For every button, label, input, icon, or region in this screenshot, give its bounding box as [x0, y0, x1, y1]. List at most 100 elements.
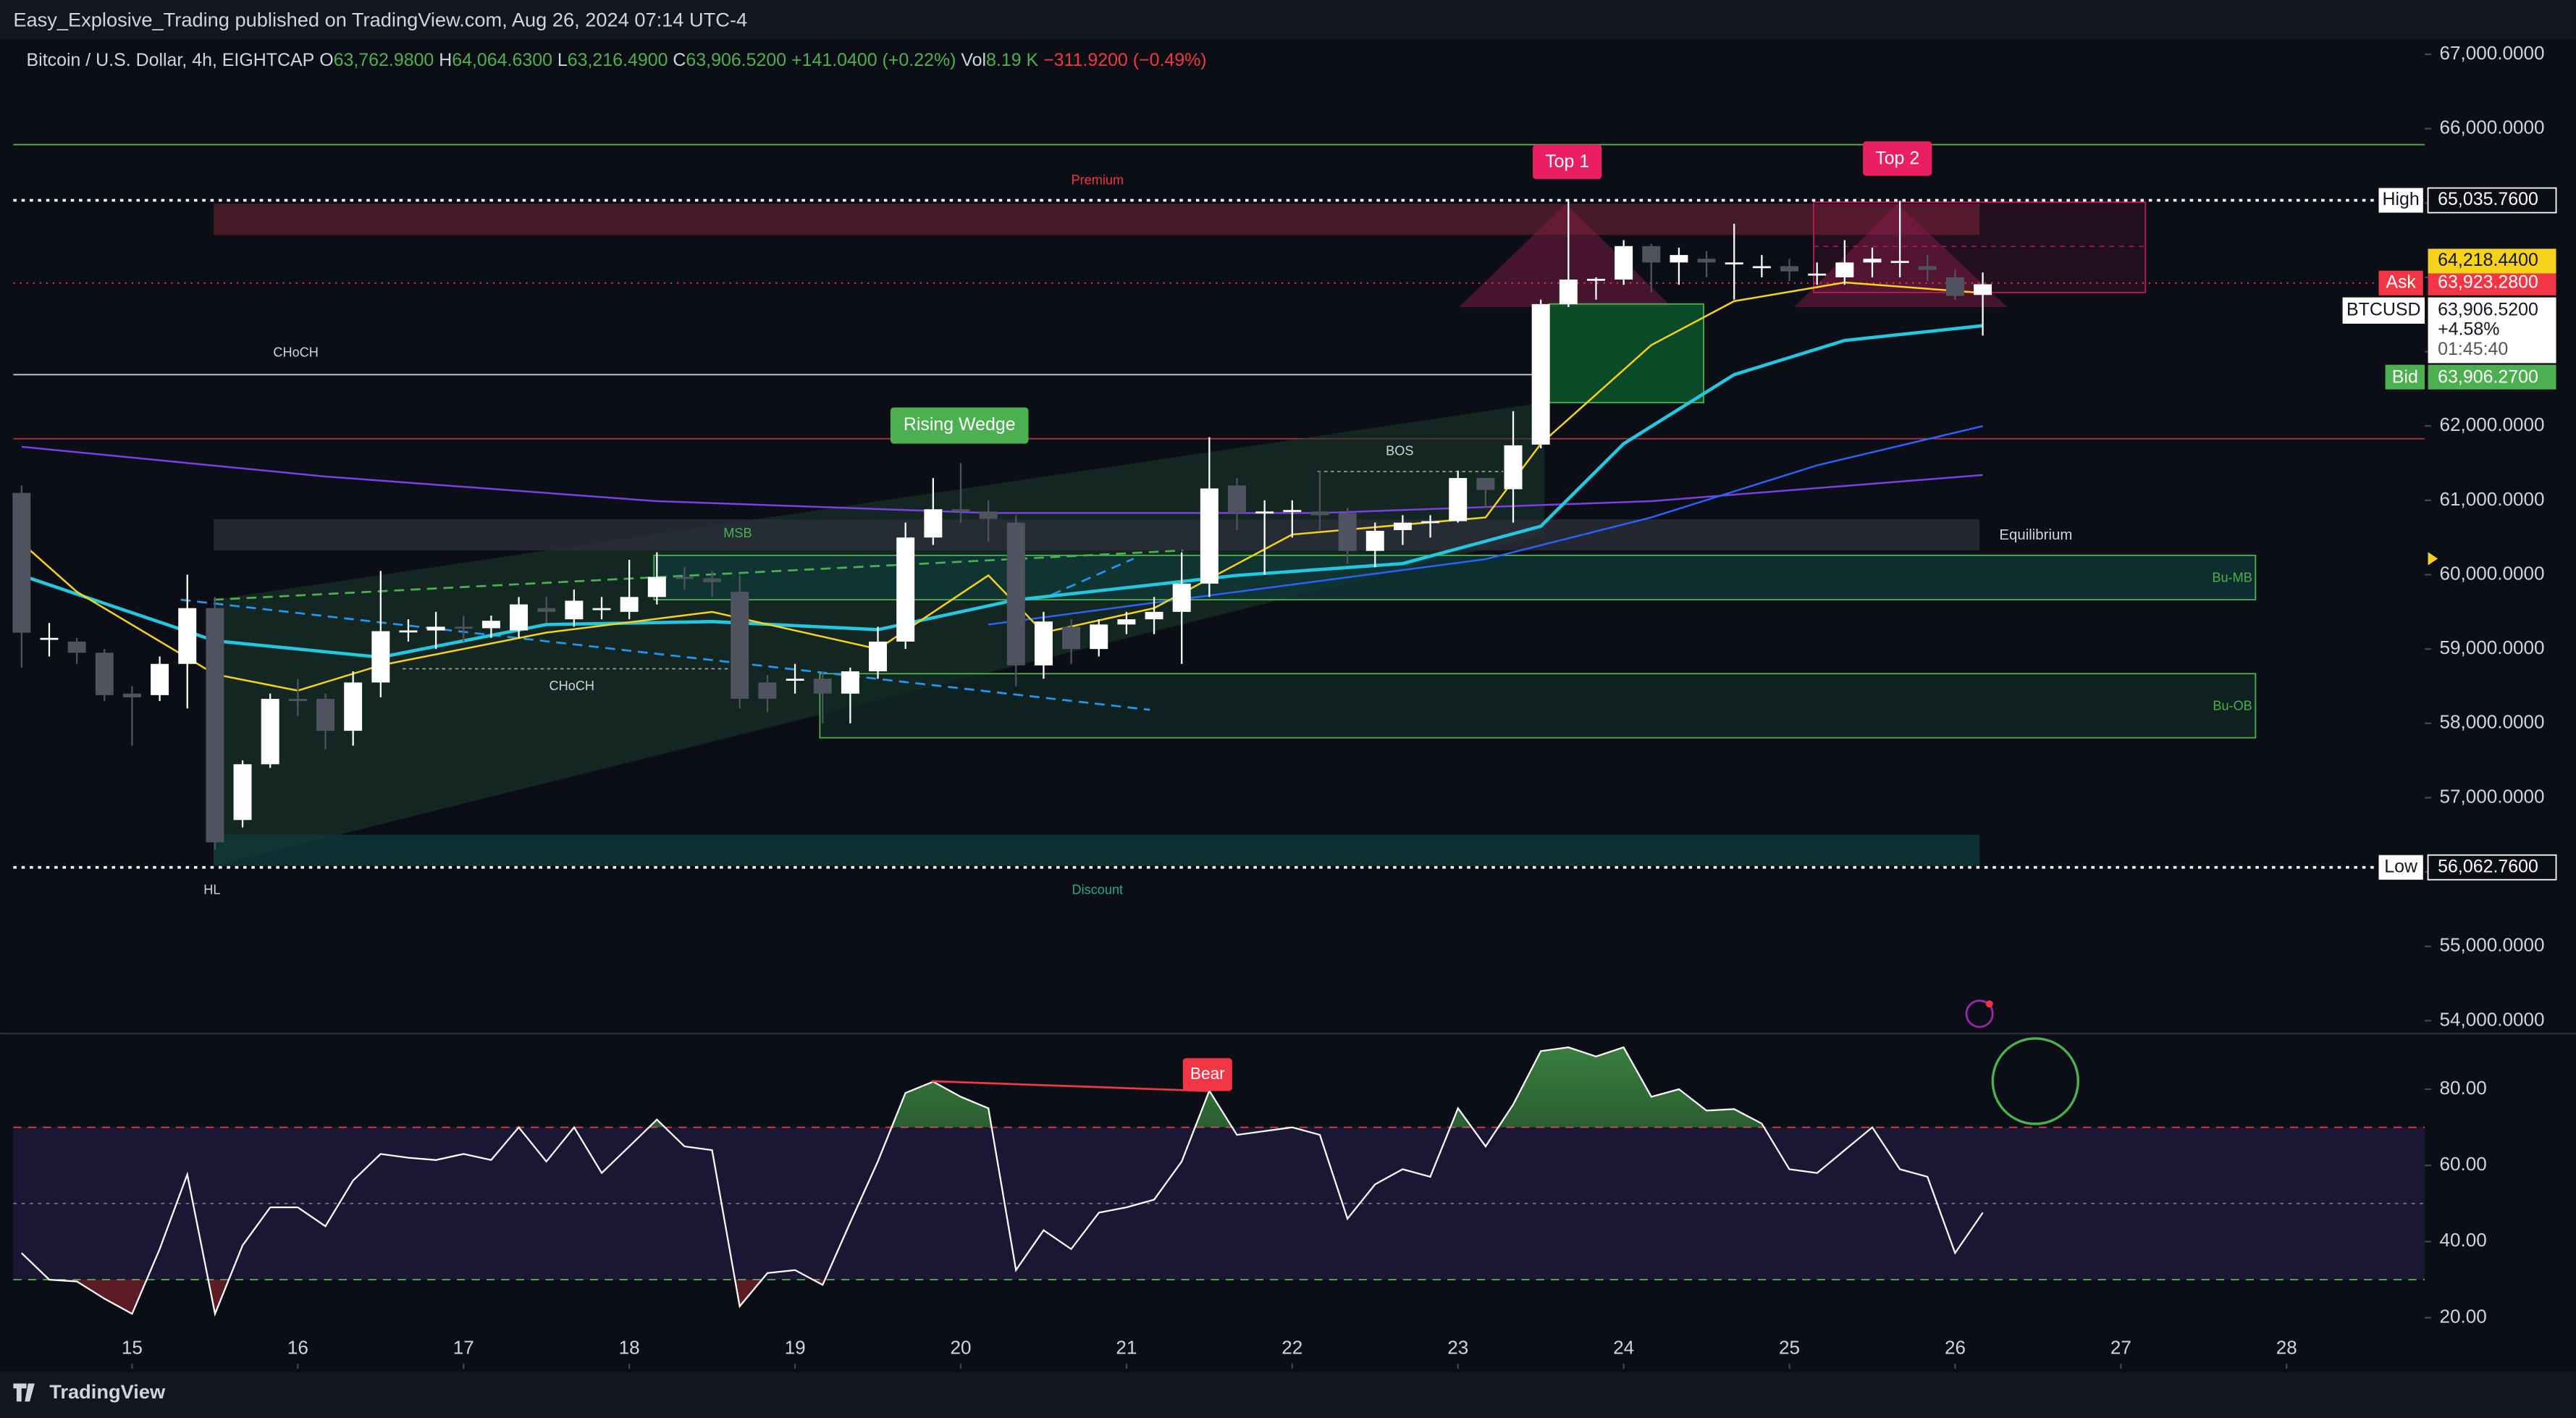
candle-body [1283, 510, 1302, 512]
candle-body [813, 679, 832, 694]
candle-body [675, 576, 694, 579]
candle-body [151, 663, 169, 695]
bid-label: 63,906.2700 [2438, 366, 2538, 387]
trend-line [1051, 558, 1135, 596]
candle-body [1974, 284, 1992, 295]
candle-body [67, 641, 86, 653]
rsi-overbought-fill [649, 1047, 1764, 1128]
candle-body [1780, 266, 1799, 272]
rsi-oversold-fill [21, 1279, 1983, 1314]
x-tick-label: 15 [122, 1337, 143, 1359]
y-tick-label: 59,000.0000 [2439, 637, 2544, 658]
vol-change: −311.9200 (−0.49%) [1043, 50, 1207, 70]
candle-body [565, 600, 584, 620]
candle-body [1670, 255, 1688, 263]
level-badge [2428, 270, 2556, 295]
candle-body [1255, 511, 1274, 513]
candle-body [1145, 611, 1163, 620]
y-tick-label: 67,000.0000 [2439, 42, 2544, 64]
x-tick-label: 18 [619, 1337, 640, 1359]
candle-body [1338, 513, 1357, 551]
x-tick-label: 23 [1447, 1337, 1468, 1359]
bu-ob-zone [819, 673, 2257, 739]
ema-label: 64,218.4400 [2438, 250, 2538, 270]
x-tick-label: 24 [1613, 1337, 1634, 1359]
candle-body [620, 597, 639, 612]
vol-value: 8.19 K [986, 50, 1038, 70]
pattern-badge [890, 407, 1029, 444]
candle-body [841, 671, 859, 694]
candle-body [233, 764, 252, 821]
discount-zone [214, 834, 1980, 866]
top-badge [1863, 141, 1932, 176]
ema-line [21, 324, 1983, 659]
candle-body [786, 679, 804, 681]
bear-badge [1182, 1058, 1232, 1091]
candle-body [1421, 521, 1440, 524]
candle-body [1531, 303, 1550, 445]
candle-body [1172, 583, 1191, 612]
symbol-badge [2342, 297, 2425, 324]
legend: Bitcoin / U.S. Dollar, 4h, EIGHTCAP O63,… [27, 50, 1207, 70]
level-label: 65,035.7600 [2438, 189, 2538, 209]
y-tick-label: 54,000.0000 [2439, 1008, 2544, 1030]
x-tick-label: 22 [1281, 1337, 1302, 1359]
ohlc-value: 63,906.5200 [686, 50, 786, 70]
candle-body [1310, 511, 1329, 516]
ema-line [988, 425, 1984, 626]
candle-body [1697, 259, 1716, 263]
top-badge [1533, 144, 1602, 180]
highlight-circle [1991, 1037, 2080, 1125]
level-name: High [2382, 189, 2419, 209]
x-tick-label: 19 [785, 1337, 806, 1359]
level-name-badge [2378, 855, 2423, 880]
candle-body [1752, 266, 1771, 269]
change: +141.0400 (+0.22%) [791, 50, 956, 70]
top-box [1813, 201, 2147, 293]
candle-body [454, 626, 473, 629]
structure-label: MSB [723, 526, 752, 540]
footer-bar [0, 1372, 2576, 1418]
ohlc-key: C [673, 50, 686, 70]
header-text: Easy_Explosive_Trading published on Trad… [13, 9, 747, 31]
ohlc-value: 63,216.4900 [568, 50, 668, 70]
candle-body [1615, 246, 1633, 280]
y-tick-label: 66,000.0000 [2439, 117, 2544, 138]
structure-label: CHoCH [550, 679, 595, 693]
candle-body [703, 578, 722, 582]
y-tick-label: 61,000.0000 [2439, 488, 2544, 510]
structure-label: CHoCH [273, 345, 319, 360]
equilibrium-zone [214, 519, 1980, 551]
bid-badge [2428, 364, 2556, 390]
structure-label: HL [203, 883, 220, 897]
candle-body [12, 492, 31, 633]
zone-label: Discount [1072, 883, 1124, 897]
alert-dot [1985, 1000, 1993, 1008]
footer-brand: TradingView [49, 1380, 166, 1403]
logo [13, 1383, 35, 1402]
candle-body [647, 576, 666, 597]
candle-body [951, 509, 970, 512]
axis-marker [2428, 552, 2438, 566]
price-badge [2428, 297, 2556, 364]
x-tick-label: 27 [2110, 1337, 2131, 1359]
ohlc-key: O [319, 50, 333, 70]
candle-body [1725, 262, 1743, 265]
candle-body [1863, 259, 1882, 263]
ohlc-key: L [557, 50, 568, 70]
x-tick-label: 16 [287, 1337, 308, 1359]
y-tick-label: 62,000.0000 [2439, 414, 2544, 435]
candle-body [1449, 478, 1468, 521]
candle-body [1228, 485, 1246, 513]
bear-label: Bear [1190, 1064, 1225, 1083]
rsi-band [13, 1127, 2425, 1280]
candle-body [758, 682, 777, 699]
premium-zone [214, 204, 1980, 235]
candle-body [206, 608, 224, 843]
x-tick-label: 25 [1779, 1337, 1800, 1359]
level-name: Low [2384, 856, 2418, 876]
level-label: 63,923.2800 [2438, 272, 2538, 292]
y-tick-label: 60.00 [2439, 1153, 2486, 1175]
y-tick-label: 40.00 [2439, 1229, 2486, 1251]
